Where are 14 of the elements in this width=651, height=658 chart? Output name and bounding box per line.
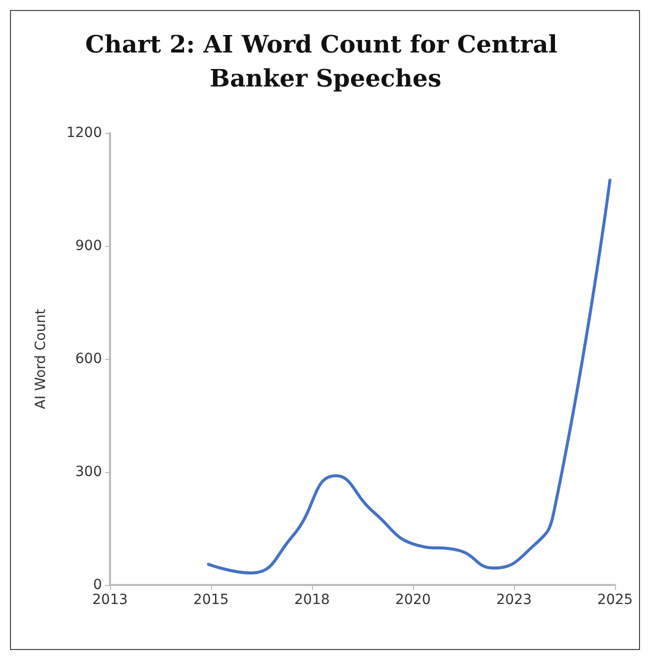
- y-tick-label: 600: [75, 351, 102, 367]
- x-tick-label: 2018: [294, 592, 330, 608]
- y-axis-title: AI Word Count: [33, 308, 49, 410]
- y-tick-label: 1200: [66, 125, 102, 141]
- x-tick-label: 2013: [92, 592, 128, 608]
- y-tick-label: 900: [75, 238, 102, 254]
- chart-title: Chart 2: AI Word Count for Central Banker Speeches: [85, 30, 566, 92]
- x-tick-label: 2023: [496, 592, 532, 608]
- y-tick-label: 300: [75, 464, 102, 480]
- x-tick-label: 2020: [395, 592, 431, 608]
- x-tick-label: 2025: [597, 592, 633, 608]
- y-tick-label: 0: [93, 577, 102, 593]
- line-series: [206, 178, 612, 574]
- x-tick-label: 2015: [193, 592, 229, 608]
